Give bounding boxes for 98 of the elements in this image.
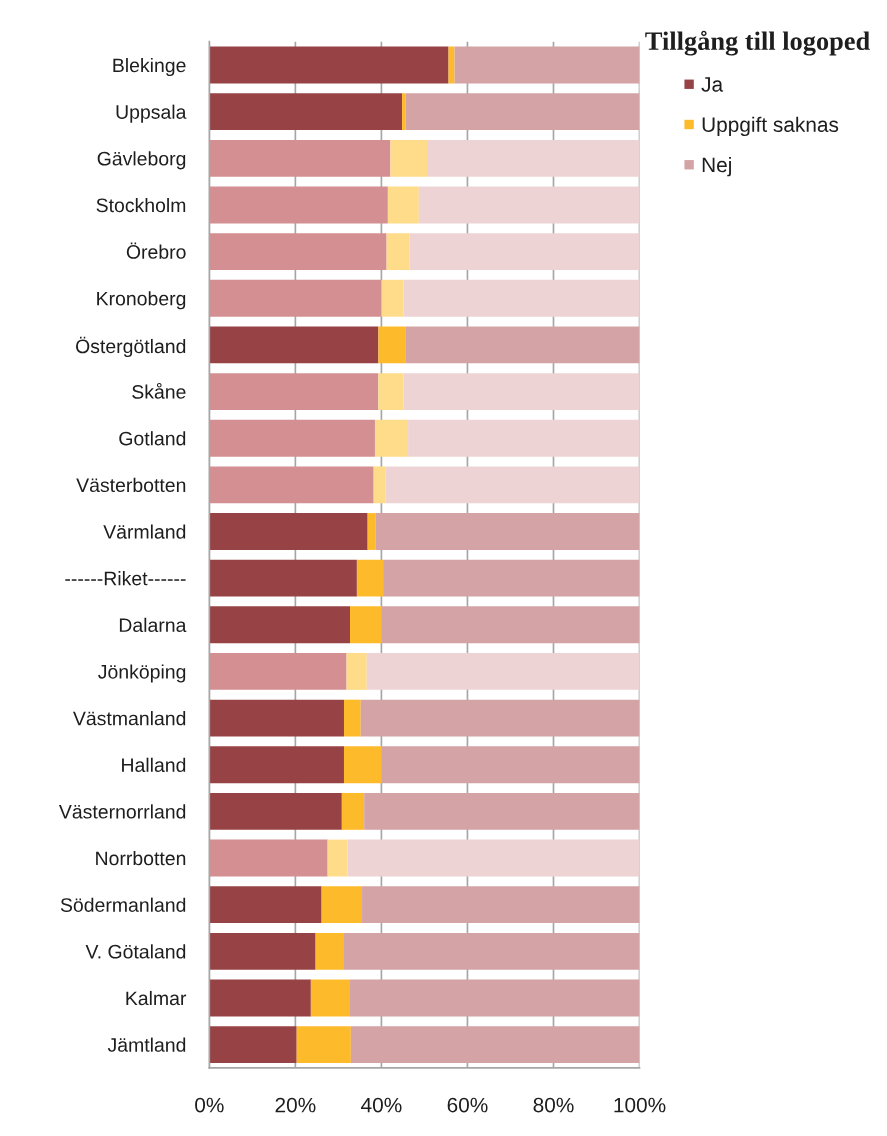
bar <box>343 699 361 737</box>
bar <box>209 559 357 597</box>
bar <box>209 979 311 1017</box>
bar <box>209 326 379 364</box>
bar <box>209 186 388 224</box>
bar <box>209 932 316 970</box>
bar <box>454 46 640 84</box>
bar <box>387 186 419 224</box>
y-tick-label: Stockholm <box>96 197 186 213</box>
y-tick-label: Dalarna <box>119 617 187 633</box>
y-tick-label: Halland <box>122 757 186 772</box>
y-tick-label: Jönköping <box>98 664 186 683</box>
bar <box>209 653 347 690</box>
y-tick-label: Kronoberg <box>97 291 186 310</box>
bar <box>381 746 640 784</box>
bar <box>381 606 640 644</box>
bar <box>347 839 640 877</box>
bar <box>343 746 382 784</box>
bar <box>209 233 387 271</box>
x-tick-label: 20% <box>275 1097 316 1113</box>
y-tick-label: Värmland <box>103 524 186 539</box>
bar <box>343 932 640 970</box>
bar <box>403 373 640 410</box>
bar <box>350 606 382 644</box>
bar <box>374 419 409 457</box>
y-tick-label: Jämtland <box>107 1037 186 1052</box>
bar <box>209 513 368 550</box>
bar <box>209 699 344 737</box>
bar <box>364 792 640 830</box>
y-tick-label: Kalmar <box>126 990 187 1006</box>
bar <box>327 839 348 877</box>
bar <box>366 653 640 690</box>
bar <box>209 93 403 131</box>
bar <box>209 139 391 177</box>
x-tick-label: 0% <box>195 1097 224 1113</box>
y-tick-label: Västernorrland <box>58 804 186 819</box>
y-tick-label: Östergötland <box>76 336 186 358</box>
bar <box>418 186 640 224</box>
y-tick-label: Gotland <box>119 431 186 446</box>
legend-label: Ja <box>701 77 724 92</box>
y-tick-label: Norrbotten <box>96 850 186 866</box>
bar <box>373 466 386 504</box>
y-tick-label: Uppsala <box>116 104 187 123</box>
bar <box>209 1026 297 1064</box>
x-tick-label: 100% <box>614 1097 666 1113</box>
bar <box>448 46 455 84</box>
bar <box>356 559 384 597</box>
bar <box>405 326 640 364</box>
bar <box>350 1026 640 1064</box>
bar <box>367 513 376 550</box>
bar <box>362 886 640 924</box>
bar <box>209 886 322 924</box>
x-tick-label: 40% <box>361 1097 402 1113</box>
bar <box>209 606 351 644</box>
y-tick-label: Örebro <box>126 242 186 259</box>
y-tick-label: Skåne <box>132 382 186 399</box>
bar <box>350 979 640 1017</box>
legend-label: Nej <box>702 156 731 177</box>
bar <box>408 419 640 457</box>
bar <box>321 886 363 924</box>
bar <box>385 466 640 504</box>
y-tick-label: ------Riket------ <box>65 571 186 586</box>
bar <box>383 559 640 597</box>
bar <box>378 326 406 364</box>
bar <box>405 93 640 131</box>
y-tick-label: Västmanland <box>73 711 186 726</box>
bar <box>315 932 344 970</box>
bar <box>209 419 375 457</box>
bar <box>209 46 449 84</box>
bar <box>341 792 365 830</box>
bar <box>386 233 410 271</box>
bar <box>209 792 342 830</box>
bar <box>403 279 640 317</box>
bar <box>209 279 382 317</box>
bar <box>381 279 404 317</box>
bar <box>310 979 351 1017</box>
bar <box>427 139 640 177</box>
x-tick-label: 60% <box>447 1097 488 1113</box>
bar <box>375 513 640 550</box>
y-tick-label: V. Götaland <box>85 944 186 959</box>
bar <box>402 93 406 131</box>
y-tick-label: Västerbotten <box>76 477 186 493</box>
bar <box>378 373 404 410</box>
bar <box>209 466 374 504</box>
legend-label: Uppgift saknas <box>702 116 839 137</box>
bar <box>209 373 379 410</box>
y-tick-label: Södermanland <box>60 897 186 912</box>
bar <box>360 699 640 737</box>
x-tick-label: 80% <box>533 1097 574 1113</box>
bar <box>296 1026 351 1064</box>
bar <box>409 233 640 271</box>
bar <box>390 139 428 177</box>
bar <box>346 653 367 690</box>
y-tick-label: Blekinge <box>113 57 186 77</box>
bar <box>209 746 344 784</box>
y-tick-label: Gävleborg <box>97 151 186 170</box>
legend-title: Tillgång till logoped <box>645 30 870 56</box>
bar <box>209 839 328 877</box>
